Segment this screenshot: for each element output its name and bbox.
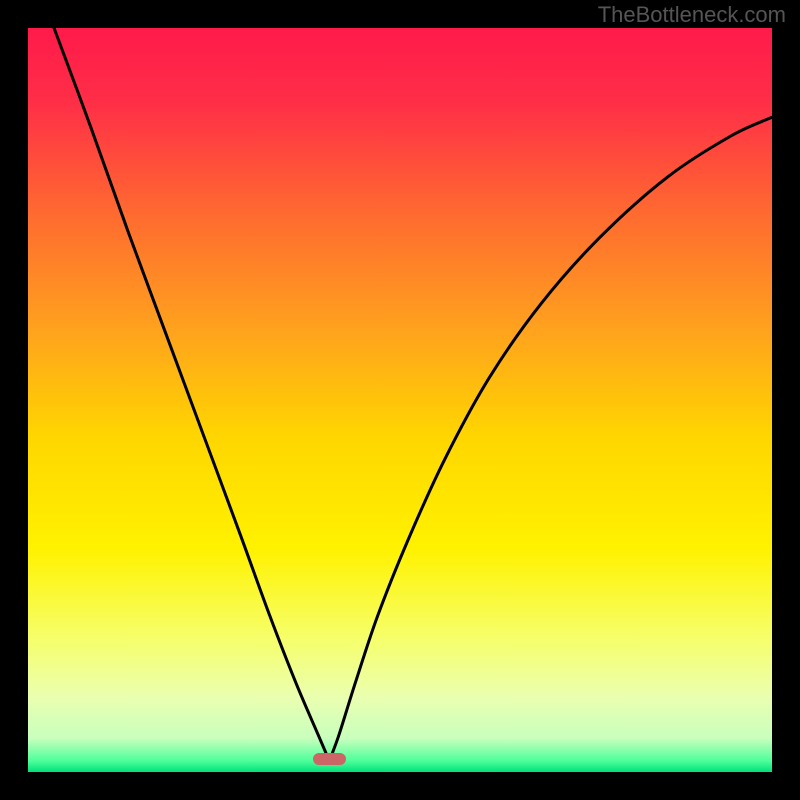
- optimal-point-marker: [313, 753, 346, 765]
- watermark-text: TheBottleneck.com: [598, 2, 786, 28]
- bottleneck-curve: [0, 0, 800, 800]
- v-curve-path: [54, 28, 772, 761]
